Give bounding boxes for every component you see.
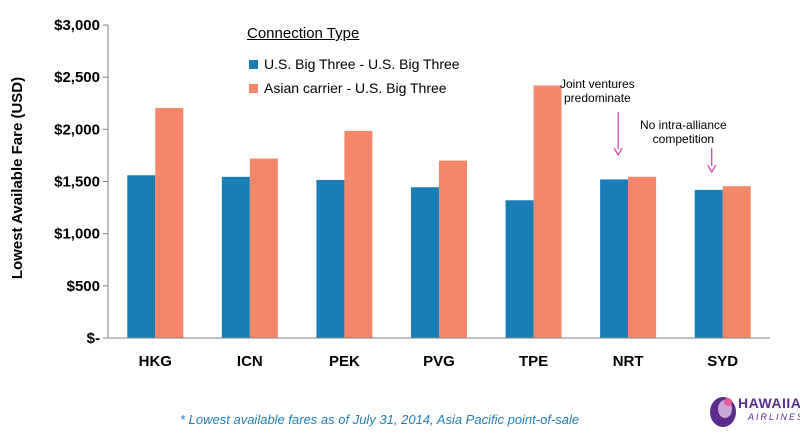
x-tick-label: TPE xyxy=(519,353,548,370)
legend-title: Connection Type xyxy=(247,25,360,42)
y-tick-label: $1,000 xyxy=(54,226,100,243)
bar-icn-series-1 xyxy=(221,176,250,338)
y-tick-label: $- xyxy=(87,330,100,347)
x-tick-label: NRT xyxy=(613,353,644,370)
bar-syd-series-1 xyxy=(694,189,723,338)
legend-item-asian-carrier: Asian carrier - U.S. Big Three xyxy=(249,80,447,96)
annotation-arrows xyxy=(613,112,717,174)
logo-name: HAWAIIAN xyxy=(738,395,800,411)
y-axis: $- $500 $1,000 $1,500 $2,000 $2,500 $3,000 xyxy=(54,17,109,347)
x-tick-label: ICN xyxy=(237,353,263,370)
legend-swatch-blue xyxy=(249,59,258,69)
annotation-joint-ventures: Joint ventures predominate xyxy=(560,77,635,105)
bar-hkg-series-2 xyxy=(155,107,184,338)
x-tick-label: SYD xyxy=(707,353,738,370)
logo-sub: AIRLINES. xyxy=(748,412,800,422)
footnote: * Lowest available fares as of July 31, … xyxy=(180,412,580,427)
bar-icn-series-2 xyxy=(249,158,278,338)
bar-hkg-series-1 xyxy=(127,175,156,338)
annotation-arrow-head xyxy=(613,147,623,157)
y-tick-label: $1,500 xyxy=(54,174,100,191)
legend-item-us-big-three: U.S. Big Three - U.S. Big Three xyxy=(249,56,460,72)
annotation-no-intra-alliance: No intra-alliance competition xyxy=(640,118,727,146)
y-tick-label: $2,000 xyxy=(54,121,100,138)
bar-pek-series-2 xyxy=(344,130,373,338)
legend-swatch-salmon xyxy=(249,83,258,93)
hawaiian-airlines-logo-icon xyxy=(710,397,736,427)
y-tick-label: $3,000 xyxy=(54,17,100,34)
legend-label: Asian carrier - U.S. Big Three xyxy=(264,80,447,96)
bar-syd-series-2 xyxy=(722,186,751,338)
bars xyxy=(127,85,751,338)
x-tick-label: PVG xyxy=(423,353,455,370)
bar-pvg-series-1 xyxy=(411,187,439,338)
x-axis: HKG ICN PEK PVG TPE NRT SYD xyxy=(108,337,770,370)
annotation-arrow-head xyxy=(707,164,717,174)
y-tick-label: $500 xyxy=(67,278,100,295)
bar-tpe-series-1 xyxy=(505,200,534,338)
y-axis-label: Lowest Available Fare (USD) xyxy=(9,77,26,279)
bar-pek-series-1 xyxy=(316,179,345,338)
bar-tpe-series-2 xyxy=(533,85,562,338)
legend-label: U.S. Big Three - U.S. Big Three xyxy=(264,56,460,72)
bar-pvg-series-2 xyxy=(439,160,467,338)
bar-nrt-series-1 xyxy=(600,179,629,338)
x-tick-label: HKG xyxy=(139,353,172,370)
bar-nrt-series-2 xyxy=(628,176,657,338)
y-tick-label: $2,500 xyxy=(54,69,100,86)
x-tick-label: PEK xyxy=(329,353,360,370)
